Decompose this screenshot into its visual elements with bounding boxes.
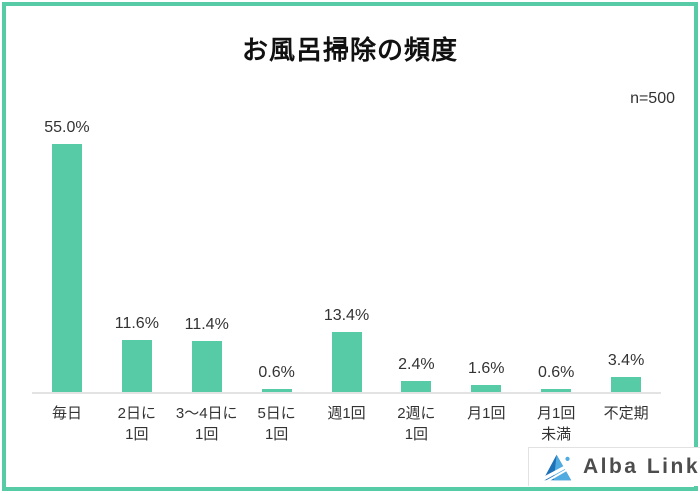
value-label: 1.6% — [468, 360, 505, 377]
sample-size-label: n=500 — [630, 90, 675, 107]
category-label: 週1回 — [327, 405, 366, 422]
category-label: 月1回 未満 — [537, 405, 576, 443]
value-label: 55.0% — [44, 119, 90, 136]
bar — [261, 389, 292, 392]
bar-column: 11.6% — [102, 105, 172, 392]
bar — [51, 144, 82, 392]
bar — [191, 341, 222, 392]
bar — [121, 340, 152, 392]
category-label: 2日に 1回 — [117, 405, 156, 443]
value-label: 0.6% — [258, 364, 295, 381]
alba-link-triangle-icon — [542, 454, 572, 482]
bar-column: 0.6% — [242, 105, 312, 392]
bar — [401, 381, 432, 392]
alba-link-logo: Alba Link — [528, 447, 700, 486]
chart-title: お風呂掃除の頻度 — [241, 35, 458, 65]
value-label: 13.4% — [323, 307, 370, 324]
plot-area: 55.0% 11.6% 11.4% 0.6% 13.4% 2.4% 1.6% 0.6% 3.4% — [32, 105, 661, 394]
value-label: 3.4% — [607, 352, 645, 369]
x-axis-labels: 毎日 2日に 1回 3〜4日に 1回 5日に 1回 週1回 2週に 1回 月1回 月1回 未満 不定期 — [32, 394, 661, 445]
bar-column: 0.6% — [521, 105, 591, 392]
bar — [471, 385, 502, 392]
bar-column: 3.4% — [591, 105, 661, 392]
category-label: 毎日 — [51, 405, 82, 422]
bar — [611, 377, 642, 392]
bar-column: 2.4% — [381, 105, 451, 392]
bar-column: 1.6% — [451, 105, 521, 392]
bar — [331, 332, 362, 392]
bar-chart: 55.0% 11.6% 11.4% 0.6% 13.4% 2.4% 1.6% 0.6% 3.4%… — [32, 105, 661, 445]
bar-column: 13.4% — [312, 105, 382, 392]
category-label: 2週に 1回 — [397, 405, 436, 443]
alba-link-logo-text: Alba Link — [582, 455, 700, 478]
category-label: 不定期 — [603, 405, 649, 422]
value-label: 11.4% — [184, 316, 229, 333]
category-label: 月1回 — [467, 405, 506, 422]
bar-column: 11.4% — [172, 105, 242, 392]
bar-column: 55.0% — [32, 105, 102, 392]
value-label: 2.4% — [398, 356, 435, 373]
value-label: 11.6% — [114, 315, 159, 332]
category-label: 3〜4日に 1回 — [175, 405, 238, 443]
bar — [541, 389, 572, 392]
category-label: 5日に 1回 — [257, 405, 296, 443]
value-label: 0.6% — [537, 364, 575, 381]
